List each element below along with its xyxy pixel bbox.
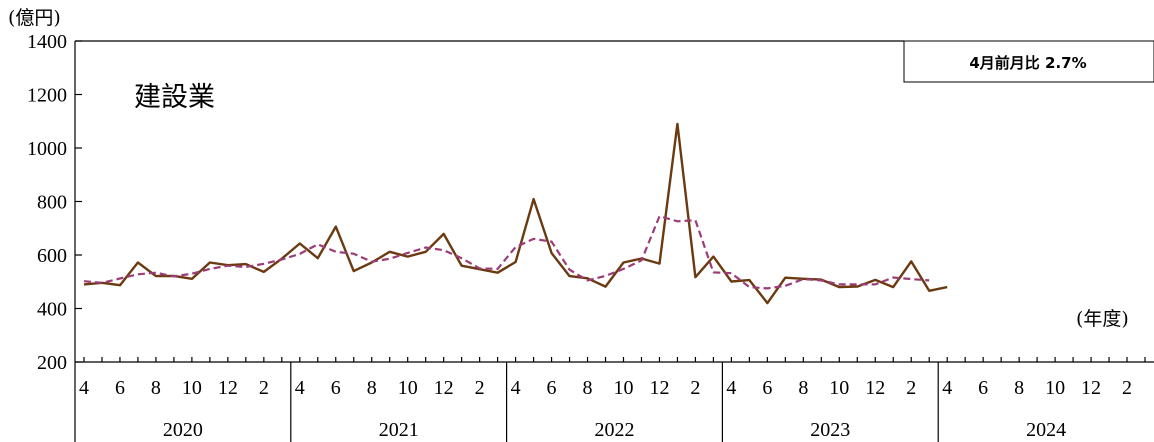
month-tick-label: 4	[79, 377, 89, 399]
month-tick-label: 12	[865, 377, 885, 399]
month-tick-label: 8	[367, 377, 377, 399]
month-tick-label: 2	[259, 377, 269, 399]
y-tick-label: 200	[37, 352, 67, 374]
month-tick-label: 10	[829, 377, 849, 399]
series-actual-line	[83, 122, 948, 305]
month-tick-label: 12	[649, 377, 669, 399]
month-tick-label: 8	[151, 377, 161, 399]
month-tick-label: 6	[762, 377, 772, 399]
month-tick-label: 6	[115, 377, 125, 399]
month-tick-label: 10	[613, 377, 633, 399]
month-tick-label: 6	[331, 377, 341, 399]
series-layer	[83, 122, 948, 305]
month-tick-label: 2	[475, 377, 485, 399]
month-tick-label: 6	[547, 377, 557, 399]
month-tick-label: 8	[1014, 377, 1024, 399]
x-unit-label: (年度)	[1076, 308, 1129, 330]
month-tick-label: 8	[583, 377, 593, 399]
month-tick-label: 4	[726, 377, 736, 399]
month-tick-label: 4	[942, 377, 952, 399]
note-text: 4月前月比 2.7%	[969, 54, 1086, 72]
month-tick-label: 6	[978, 377, 988, 399]
y-tick-label: 600	[37, 245, 67, 267]
month-tick-label: 4	[511, 377, 521, 399]
y-tick-label: 1200	[27, 85, 67, 107]
fiscal-year-label: 2021	[379, 419, 419, 441]
note-box	[903, 40, 1154, 83]
month-tick-label: 2	[690, 377, 700, 399]
fiscal-year-label: 2022	[595, 419, 635, 441]
month-tick-label: 12	[1081, 377, 1101, 399]
month-tick-label: 2	[906, 377, 916, 399]
series-trend-line	[83, 215, 930, 290]
y-unit-label: (億円)	[8, 7, 61, 29]
month-tick-label: 12	[218, 377, 238, 399]
y-axis: 200 400 600 800 1000 1200 1400	[27, 31, 904, 442]
month-tick-label: 12	[434, 377, 454, 399]
panel-title: 建設業	[134, 82, 215, 113]
y-tick-label: 1400	[27, 31, 67, 53]
month-tick-label: 4	[295, 377, 305, 399]
month-tick-label: 8	[798, 377, 808, 399]
month-tick-label: 2	[1122, 377, 1132, 399]
y-tick-label: 1000	[27, 138, 67, 160]
y-tick-label: 800	[37, 192, 67, 214]
fiscal-year-label: 2023	[810, 419, 850, 441]
fiscal-year-label: 2020	[163, 419, 203, 441]
y-tick-label: 400	[37, 299, 67, 321]
month-tick-label: 10	[398, 377, 418, 399]
month-tick-label: 10	[1045, 377, 1065, 399]
month-tick-label: 10	[182, 377, 202, 399]
fiscal-year-label: 2024	[1026, 419, 1066, 441]
